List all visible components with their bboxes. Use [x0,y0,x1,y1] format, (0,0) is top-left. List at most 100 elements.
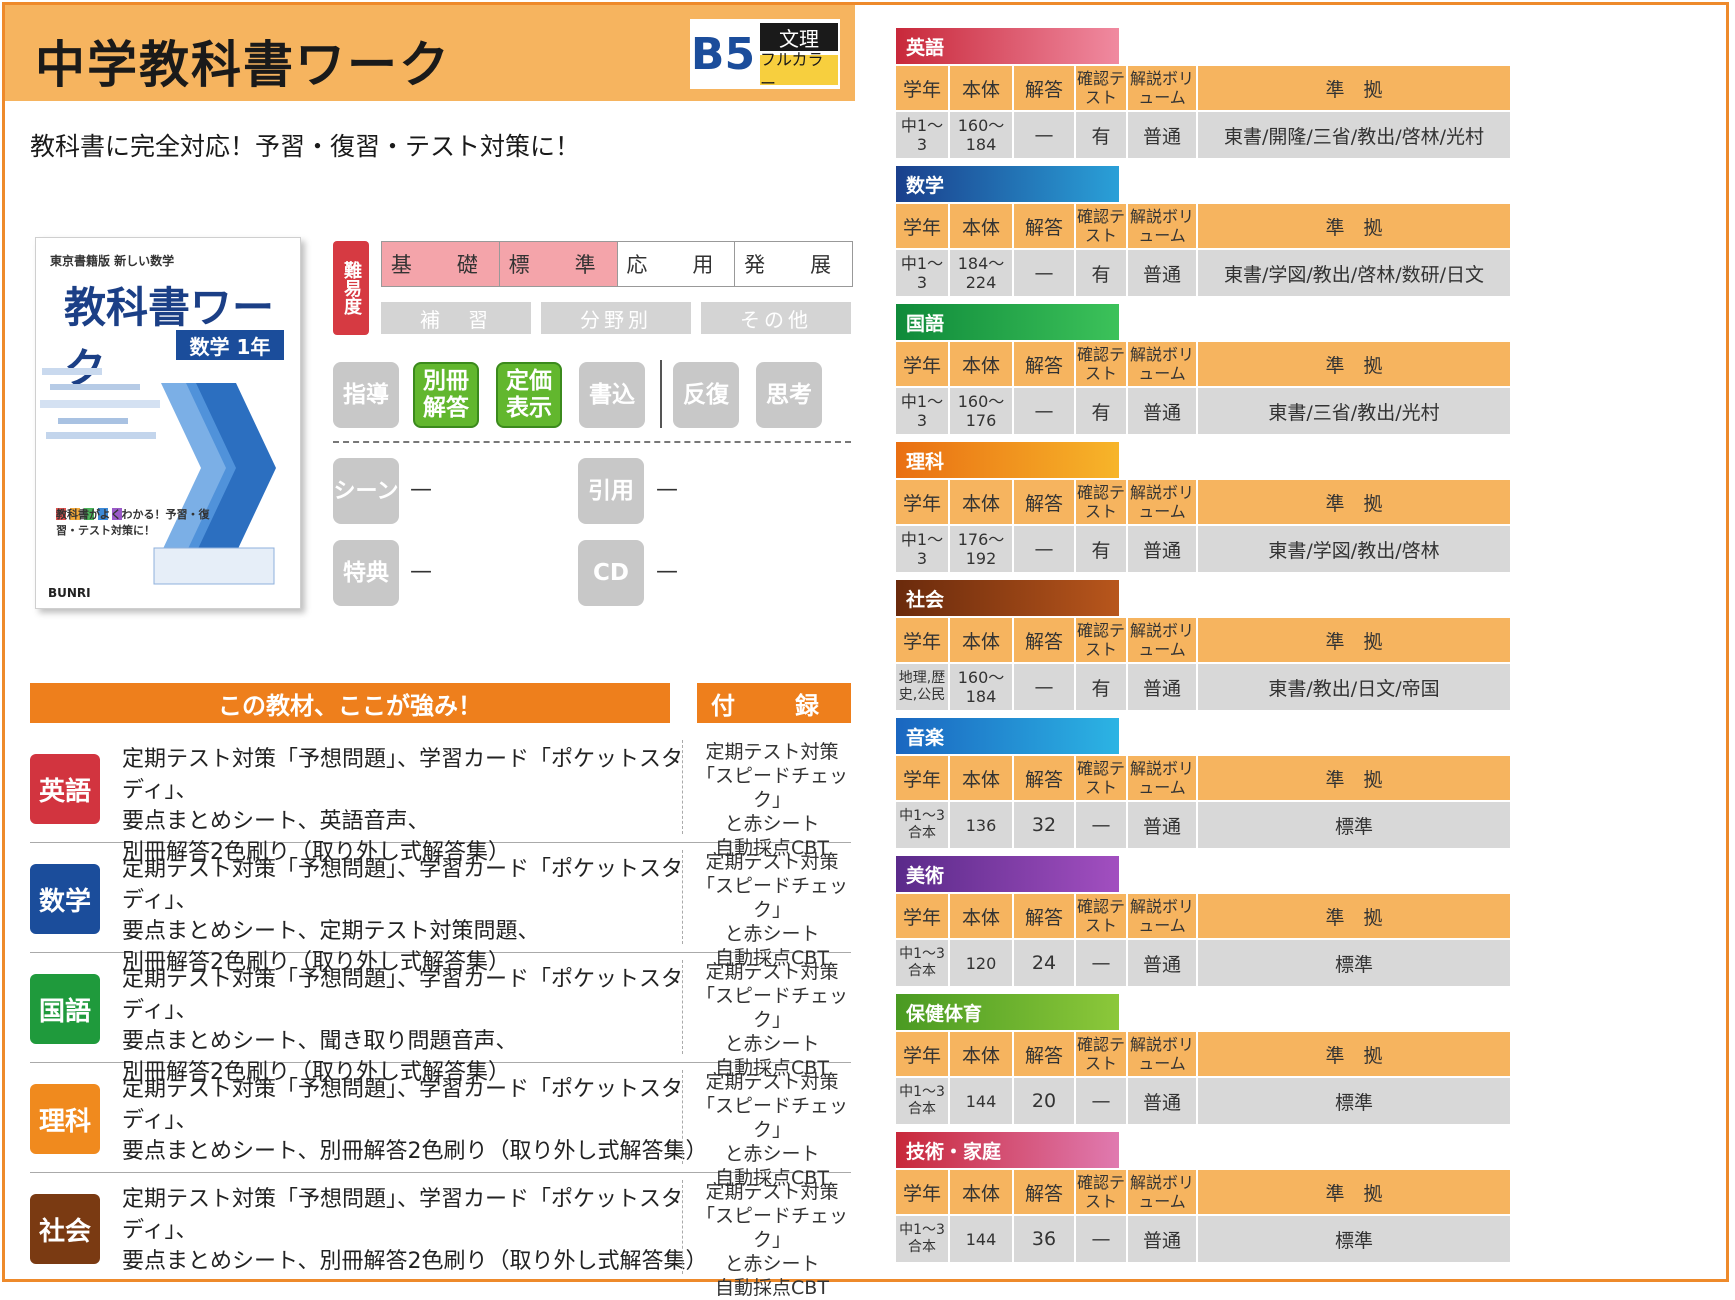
cell-answers: — [1014,388,1074,434]
subject-table: 音楽 学年 本体 解答 確認テスト 解説ボリューム準 拠中1〜3合本 136 32— 普通 標準 [896,718,1516,848]
cell-compliance: 標準 [1198,1078,1510,1124]
cover-graphic [40,368,276,585]
cell-grade: 中1〜3合本 [896,1216,948,1262]
subject-badge: 数学 [30,864,100,934]
cell-check-test: — [1076,802,1126,848]
cover-publisher: BUNRI [48,586,91,600]
table-header-row: 学年 本体 解答 確認テスト 解説ボリューム準 拠 [896,66,1510,110]
header-grade: 学年 [896,618,948,662]
cell-grade: 中1〜3 [896,526,948,572]
subject-table: 美術 学年 本体 解答 確認テスト 解説ボリューム準 拠中1〜3合本 120 24— 普通 標準 [896,856,1516,986]
subject-tab: 保健体育 [896,994,1119,1030]
strength-line: 定期テスト対策「予想問題」、学習カード「ポケットスタディ」、 [122,747,684,803]
header-check-test: 確認テスト [1076,618,1126,662]
table-header-row: 学年 本体 解答 確認テスト 解説ボリューム準 拠 [896,1170,1510,1214]
cell-compliance: 東書/学図/教出/啓林/数研/日文 [1198,250,1510,296]
appendix-text: 定期テスト対策 「スピードチェック」 と赤シート 自動採点CBT [692,1180,852,1300]
dashed-separator [682,1070,683,1164]
extra-cd-value: — [656,559,678,584]
strength-line: 要点まとめシート、別冊解答2色刷り（取り外し式解答集） [122,1249,708,1274]
strength-line: 要点まとめシート、英語音声、 [122,809,430,834]
cell-compliance: 東書/教出/日文/帝国 [1198,664,1510,710]
subject-tab: 数学 [896,166,1119,202]
category-by-field: 分野別 [541,302,691,334]
cell-check-test: 有 [1076,664,1126,710]
cell-compliance: 標準 [1198,1216,1510,1262]
difficulty-level-applied: 応 用 [618,242,736,286]
cell-answers: 36 [1014,1216,1074,1262]
header-grade: 学年 [896,66,948,110]
extra-bonus-icon: 特典 [333,540,399,606]
appendix-line: 定期テスト対策 [705,1071,839,1093]
subject-table: 英語 学年 本体 解答 確認テスト 解説ボリューム準 拠中1〜3 160〜184— 有普通 東書… [896,28,1516,158]
appendix-text: 定期テスト対策 「スピードチェック」 と赤シート 自動採点CBT [692,960,852,1080]
header-answers: 解答 [1014,204,1074,248]
subject-tab: 音楽 [896,718,1119,754]
appendix-line: 定期テスト対策 [705,961,839,983]
feature-price-display: 定価表示 [496,362,562,428]
header-pages: 本体 [950,66,1012,110]
appendix-heading: 付 録 [697,683,851,723]
table-header-row: 学年 本体 解答 確認テスト 解説ボリューム準 拠 [896,894,1510,938]
dashed-divider [333,441,851,443]
difficulty-levels: 基 礎 標 準 応 用 発 展 [381,241,853,287]
subject-tab: 美術 [896,856,1119,892]
category-remedial: 補 習 [381,302,531,334]
cell-compliance: 東書/学図/教出/啓林 [1198,526,1510,572]
format-size: B5 [690,28,756,80]
cell-check-test: — [1076,1078,1126,1124]
cell-volume: 普通 [1128,526,1196,572]
appendix-text: 定期テスト対策 「スピードチェック」 と赤シート 自動採点CBT [692,1070,852,1190]
strength-line: 要点まとめシート、聞き取り問題音声、 [122,1029,518,1054]
header-volume: 解説ボリューム [1128,342,1196,386]
appendix-line: 定期テスト対策 [705,1181,839,1203]
difficulty-level-advanced: 発 展 [744,253,844,277]
header-check-test: 確認テスト [1076,66,1126,110]
table-row: 地理,歴史,公民 160〜184— 有普通 東書/教出/日文/帝国 [896,664,1510,710]
cell-check-test: — [1076,1216,1126,1262]
table-row: 中1〜3 184〜224— 有普通 東書/学図/教出/啓林/数研/日文 [896,250,1510,296]
subject-badge: 社会 [30,1194,100,1264]
category-other: その他 [701,302,851,334]
subject-badge: 英語 [30,754,100,824]
cell-answers: 32 [1014,802,1074,848]
table-row: 中1〜3 160〜184— 有普通 東書/開隆/三省/教出/啓林/光村 [896,112,1510,158]
appendix-line: 自動採点CBT [715,837,829,859]
cell-grade: 中1〜3合本 [896,802,948,848]
difficulty-label: 難易度 [333,241,369,335]
header-grade: 学年 [896,342,948,386]
header-pages: 本体 [950,618,1012,662]
cell-compliance: 標準 [1198,940,1510,986]
dashed-separator [682,850,683,944]
cell-pages: 120 [950,940,1012,986]
extra-scene-value: — [410,477,432,502]
appendix-line: 「スピードチェック」 [695,1095,848,1141]
difficulty-level-standard: 標 準 [499,242,618,286]
extra-quote-icon: 引用 [578,458,644,524]
cell-pages: 144 [950,1078,1012,1124]
cell-volume: 普通 [1128,940,1196,986]
book-cover: 東京書籍版 新しい数学 教科書ワーク 数学 1年 教科書がよくわかる！予習・復習… [35,237,301,609]
header-check-test: 確認テスト [1076,894,1126,938]
table-row: 中1〜3合本 144 20— 普通 標準 [896,1078,1510,1124]
appendix-line: と赤シート [724,1143,820,1165]
cell-pages: 136 [950,802,1012,848]
cell-compliance: 東書/三省/教出/光村 [1198,388,1510,434]
cell-check-test: 有 [1076,526,1126,572]
header-volume: 解説ボリューム [1128,618,1196,662]
cell-volume: 普通 [1128,664,1196,710]
appendix-line: と赤シート [724,813,820,835]
header-volume: 解説ボリューム [1128,894,1196,938]
header-grade: 学年 [896,204,948,248]
appendix-line: 「スピードチェック」 [695,1205,848,1251]
header-compliance: 準 拠 [1198,894,1510,938]
title-bar: 中学教科書ワーク B5 文理 フルカラー [5,5,855,101]
appendix-line: と赤シート [724,1253,820,1275]
header-answers: 解答 [1014,1170,1074,1214]
table-row: 中1〜3合本 136 32— 普通 標準 [896,802,1510,848]
cell-compliance: 標準 [1198,802,1510,848]
subject-tab: 英語 [896,28,1119,64]
cell-pages: 176〜192 [950,526,1012,572]
header-answers: 解答 [1014,480,1074,524]
header-volume: 解説ボリューム [1128,756,1196,800]
